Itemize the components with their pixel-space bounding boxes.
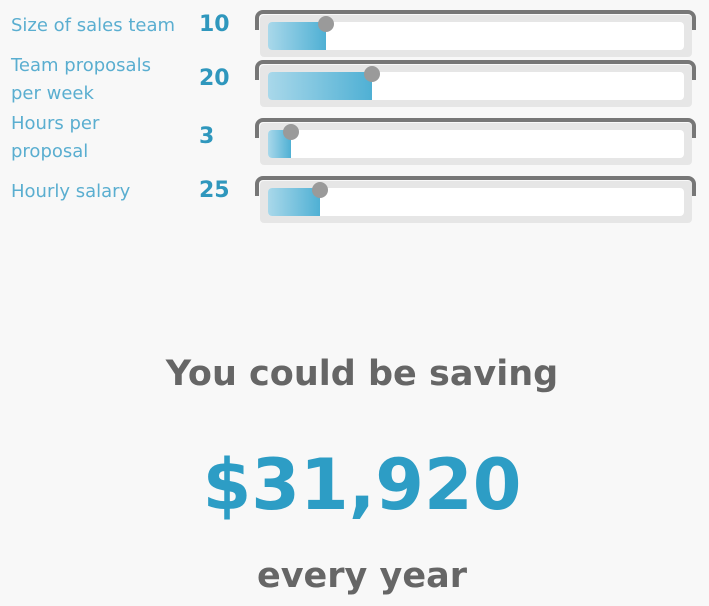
- slider-fill: [268, 72, 372, 100]
- slider-track[interactable]: [268, 22, 684, 50]
- slider-fill: [268, 22, 326, 50]
- hours-label: Hours per proposal: [11, 113, 100, 162]
- proposals-label: Team proposals per week: [11, 55, 151, 104]
- saving-amount: $31,920: [202, 444, 522, 526]
- proposals-slider[interactable]: [255, 60, 696, 107]
- slider-handle[interactable]: [318, 16, 334, 32]
- proposals-value: 20: [199, 66, 230, 91]
- sales-team-slider[interactable]: [255, 10, 696, 57]
- slider-handle[interactable]: [312, 182, 328, 198]
- slider-handle[interactable]: [364, 66, 380, 82]
- saving-period: every year: [257, 556, 467, 596]
- slider-track[interactable]: [268, 188, 684, 216]
- salary-label: Hourly salary: [11, 181, 131, 202]
- slider-fill: [268, 188, 320, 216]
- slider-bracket: [255, 118, 696, 138]
- slider-handle[interactable]: [283, 124, 299, 140]
- sales-team-value: 10: [199, 12, 230, 37]
- saving-heading: You could be saving: [165, 354, 559, 394]
- salary-slider[interactable]: [255, 176, 696, 223]
- slider-track[interactable]: [268, 130, 684, 158]
- slider-bracket: [255, 176, 696, 196]
- hours-value: 3: [199, 124, 215, 149]
- slider-bracket: [255, 10, 696, 30]
- sales-team-label: Size of sales team: [11, 15, 176, 36]
- salary-value: 25: [199, 178, 230, 203]
- hours-slider[interactable]: [255, 118, 696, 165]
- slider-bracket: [255, 60, 696, 80]
